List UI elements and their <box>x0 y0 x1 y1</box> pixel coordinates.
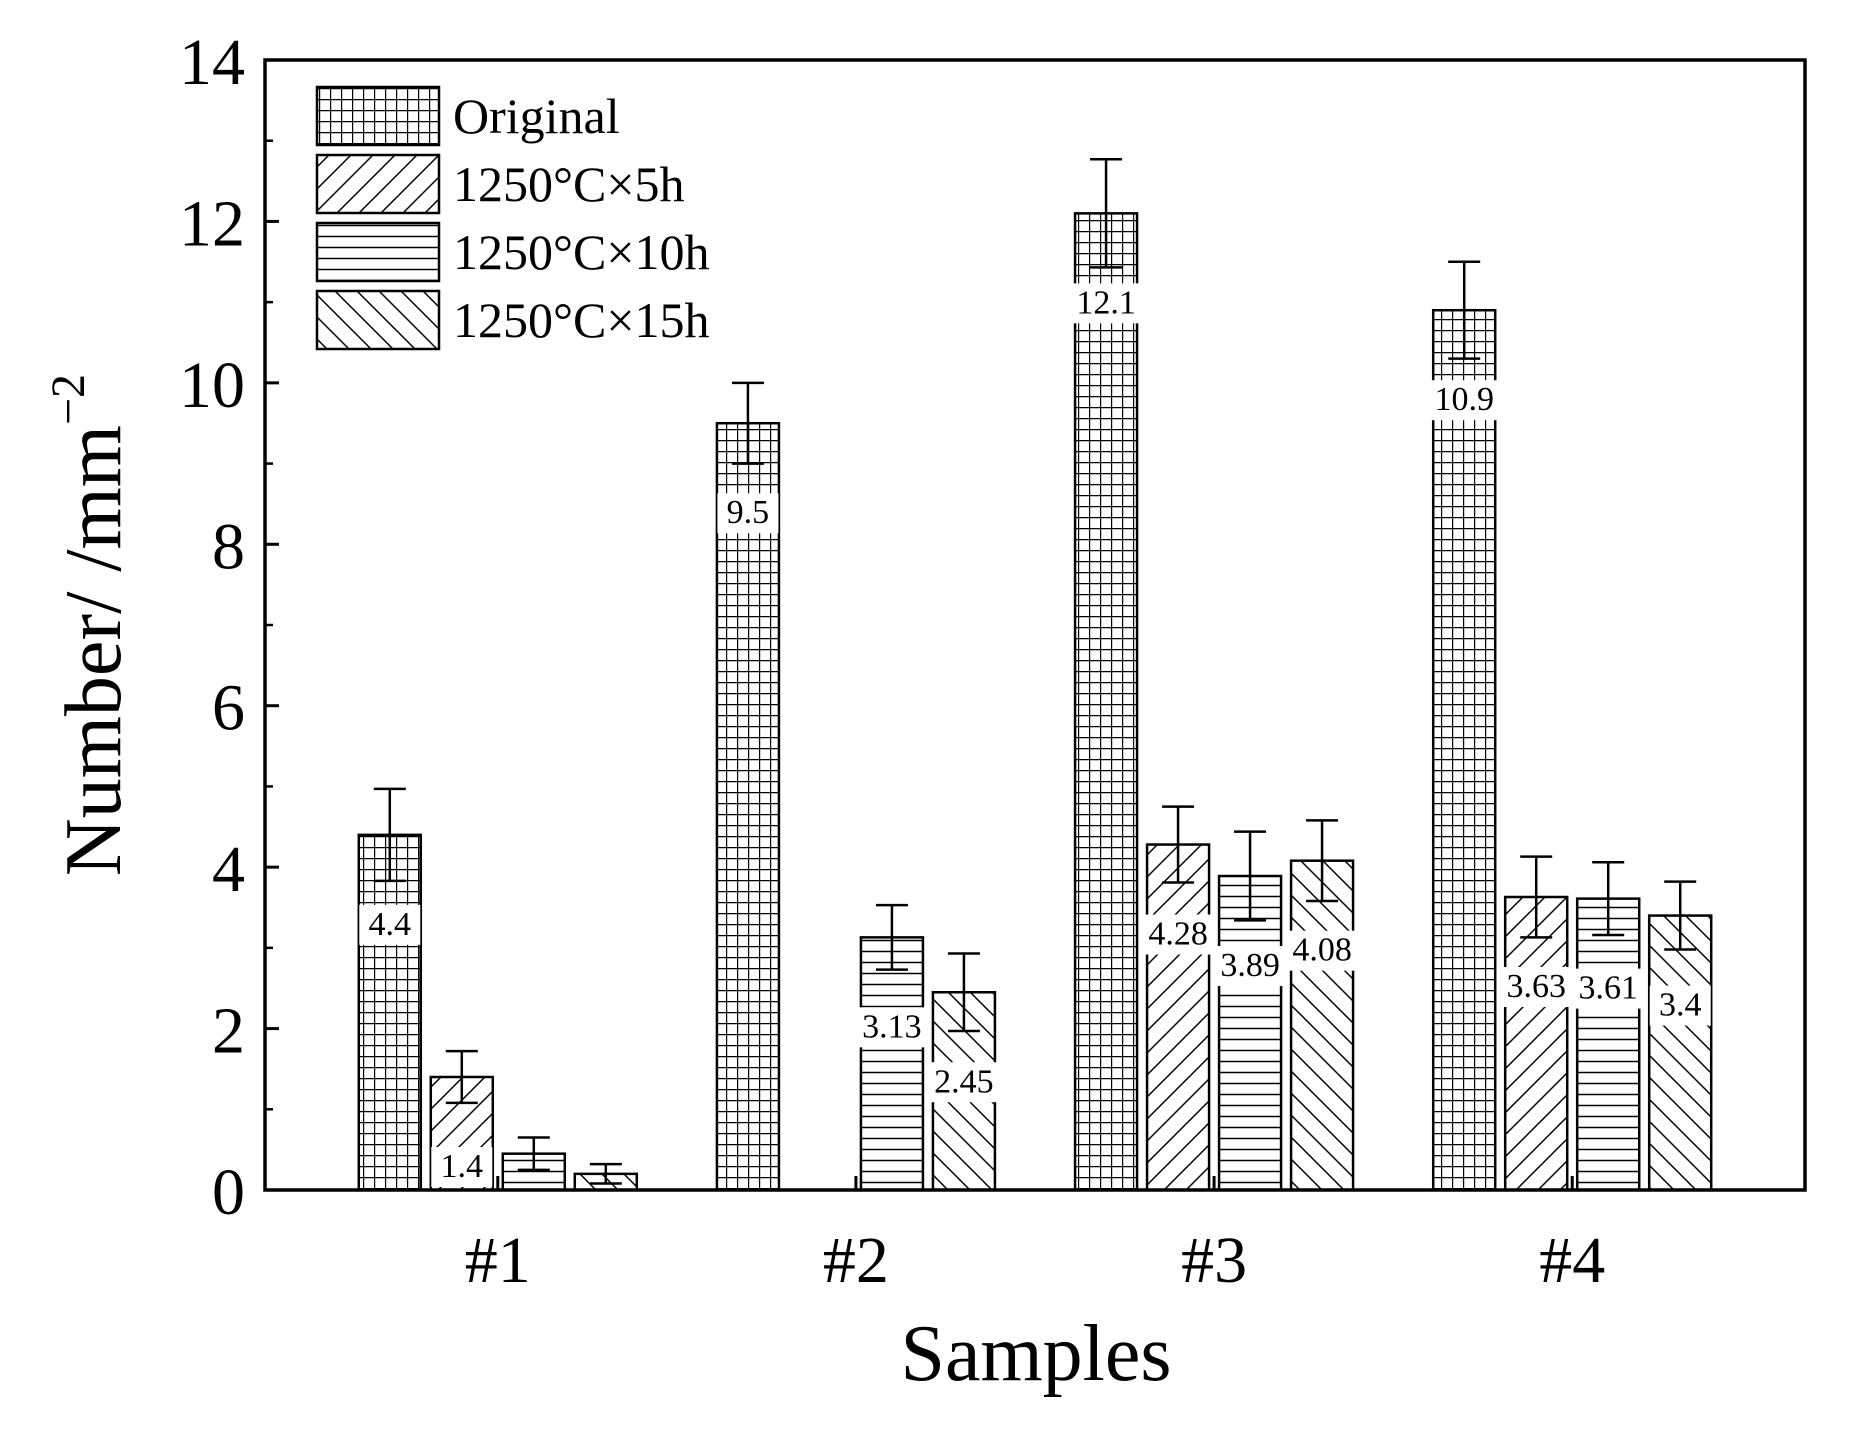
x-tick-label: #2 <box>823 1224 889 1297</box>
bar-3-4 <box>1575 897 1641 1192</box>
y-tick-label: 10 <box>179 349 245 422</box>
legend-label-2: 1250°C×5h <box>453 156 685 212</box>
data-label-bg <box>1067 283 1146 324</box>
data-label-bg <box>1425 380 1504 421</box>
data-label: 4.08 <box>1292 932 1352 969</box>
data-label-bg <box>359 904 421 945</box>
data-label-bg <box>431 1147 493 1187</box>
data-label-bg <box>1283 930 1362 971</box>
bar-4-4 <box>1647 914 1713 1192</box>
bar-1-3 <box>1073 212 1139 1192</box>
bar-4-3 <box>1289 859 1355 1192</box>
y-tick-label: 6 <box>212 672 245 745</box>
x-tick-label: #3 <box>1181 1224 1247 1297</box>
data-label: 4.4 <box>369 906 412 943</box>
legend-swatch-4 <box>315 289 441 351</box>
x-tick-label: #4 <box>1539 1224 1605 1297</box>
data-label: 12.1 <box>1076 284 1136 321</box>
legend-label-3: 1250°C×10h <box>453 224 710 280</box>
plot-bars <box>357 212 1713 1192</box>
y-tick-label: 12 <box>179 187 245 260</box>
x-axis: #1 #2 #3 #4 <box>465 1176 1605 1297</box>
bar-3-3 <box>1217 874 1283 1192</box>
y-tick-label: 14 <box>179 26 245 99</box>
legend-swatch-3 <box>315 221 441 283</box>
data-label: 3.4 <box>1659 987 1702 1024</box>
bar-1-1 <box>357 833 423 1192</box>
y-tick-label: 8 <box>212 510 245 583</box>
data-label-bg <box>1497 967 1576 1008</box>
data-label-bg <box>717 493 779 534</box>
y-tick-label: 2 <box>212 995 245 1068</box>
legend-swatch-2 <box>315 153 441 215</box>
bar-1-4 <box>1431 308 1497 1192</box>
data-label: 3.89 <box>1220 947 1280 984</box>
data-label: 3.61 <box>1578 970 1638 1007</box>
data-label: 3.13 <box>862 1008 922 1045</box>
data-label: 9.5 <box>727 494 770 531</box>
x-tick-label: #1 <box>465 1224 531 1297</box>
data-label-bg <box>1569 968 1648 1009</box>
y-tick-label: 0 <box>212 1156 245 1229</box>
legend-label-1: Original <box>453 88 620 144</box>
bar-2-4 <box>1503 895 1569 1192</box>
y-axis-title-main: Number/ /mm <box>50 425 138 876</box>
x-axis-title: Samples <box>900 1310 1171 1398</box>
y-axis: 0 2 4 6 8 10 12 14 <box>179 26 279 1229</box>
error-bars <box>373 158 1697 1185</box>
data-label-bg <box>1649 985 1711 1026</box>
data-label: 1.4 <box>441 1148 484 1185</box>
legend: Original 1250°C×5h 1250°C×10h 1250°C×15h <box>315 85 710 351</box>
bar-3-2 <box>859 936 925 1192</box>
data-label: 2.45 <box>934 1063 994 1100</box>
legend-swatch-1 <box>315 85 441 147</box>
data-label-bg <box>924 1062 1003 1103</box>
data-label-bg <box>852 1007 931 1048</box>
data-label: 3.63 <box>1506 968 1566 1005</box>
data-label-bg <box>1139 914 1218 955</box>
bar-1-2 <box>715 421 781 1192</box>
data-labels: 4.4 9.5 12.1 10.9 1.4 4.28 3.63 3.13 3.89 3.61 2.4… <box>359 283 1711 1187</box>
data-label-bg <box>1211 946 1290 987</box>
y-axis-title-superscript: −2 <box>42 374 95 425</box>
legend-label-4: 1250°C×15h <box>453 292 710 348</box>
y-tick-label: 4 <box>212 833 245 906</box>
bar-2-3 <box>1145 843 1211 1192</box>
data-label: 4.28 <box>1148 916 1208 953</box>
y-axis-title: Number/ /mm−2 <box>42 374 138 876</box>
data-label: 10.9 <box>1434 381 1494 418</box>
